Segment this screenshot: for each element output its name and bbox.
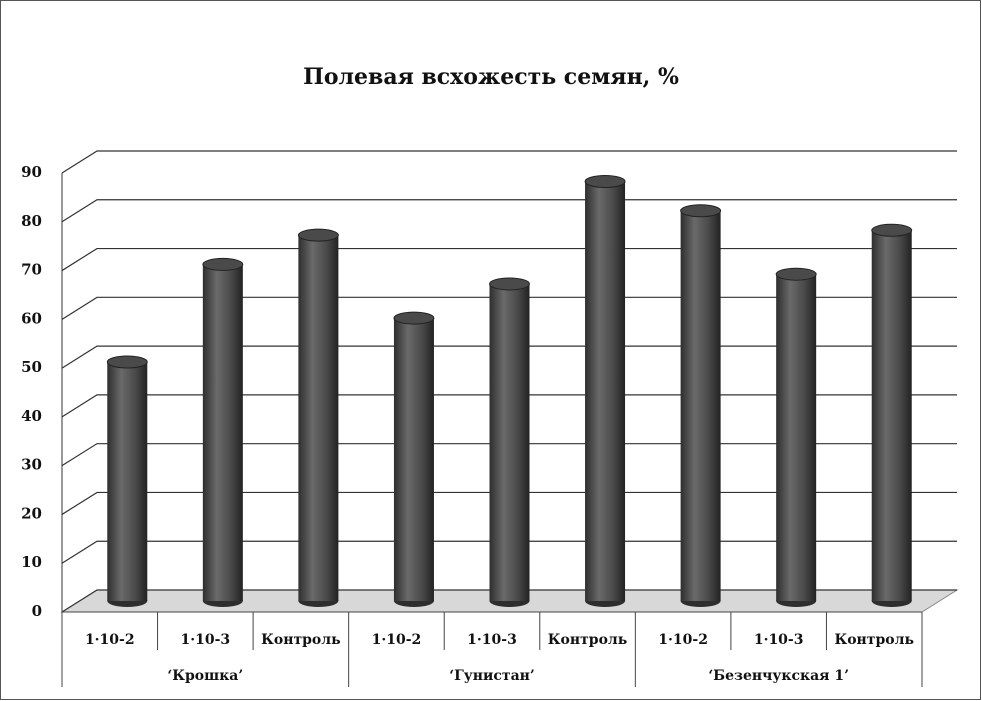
bar bbox=[489, 277, 530, 607]
group-label: ‘Гунистан’ bbox=[449, 668, 535, 684]
bar-top bbox=[584, 175, 626, 189]
bar-body bbox=[776, 274, 817, 601]
bar-body bbox=[393, 318, 434, 601]
bar-body bbox=[585, 181, 626, 601]
bar-top bbox=[680, 204, 722, 218]
x-tick-label: Контроль bbox=[834, 632, 914, 648]
grid-line bbox=[61, 540, 957, 564]
y-tick-label: 70 bbox=[21, 261, 42, 279]
x-tick-label: 1·10-2 bbox=[372, 632, 422, 648]
bar-body bbox=[298, 235, 339, 601]
x-tick-label: 1·10-3 bbox=[467, 632, 517, 648]
grid-line bbox=[61, 296, 957, 320]
grid-line bbox=[61, 589, 957, 613]
bar-body bbox=[680, 210, 721, 601]
x-tick-label: Контроль bbox=[548, 632, 628, 648]
bar-body bbox=[871, 230, 912, 602]
bar-top bbox=[871, 223, 913, 237]
bar-top bbox=[393, 311, 435, 325]
x-tick-label: 1·10-3 bbox=[181, 632, 231, 648]
bar-body bbox=[489, 283, 530, 601]
x-tick-label: 1·10-3 bbox=[754, 632, 804, 648]
grid-line bbox=[61, 199, 957, 223]
bar bbox=[871, 223, 913, 607]
y-tick-label: 90 bbox=[21, 163, 42, 181]
bar-top bbox=[297, 228, 339, 242]
y-tick-label: 40 bbox=[21, 407, 42, 425]
y-tick-label: 30 bbox=[21, 456, 42, 474]
bar bbox=[680, 204, 722, 607]
bar bbox=[584, 175, 626, 607]
grid-line bbox=[61, 150, 957, 174]
grid-line bbox=[61, 345, 957, 369]
chart-title: Полевая всхожесть семян, % bbox=[303, 64, 679, 90]
x-tick-label: Контроль bbox=[261, 632, 341, 648]
bar bbox=[202, 257, 244, 607]
y-tick-label: 60 bbox=[21, 309, 42, 327]
x-tick-label: 1·10-2 bbox=[658, 632, 708, 648]
bar bbox=[106, 355, 148, 607]
bar-top bbox=[775, 267, 817, 281]
y-tick-label: 20 bbox=[21, 504, 42, 522]
grid-line bbox=[61, 491, 957, 515]
bar-body bbox=[202, 264, 243, 601]
bar-top bbox=[202, 257, 244, 271]
y-tick-label: 50 bbox=[21, 358, 42, 376]
y-tick-label: 10 bbox=[21, 553, 42, 571]
grid-line bbox=[61, 247, 957, 272]
y-tick-label: 80 bbox=[21, 212, 42, 230]
bar-body bbox=[107, 361, 148, 601]
group-label: ‘Безенчукская 1’ bbox=[708, 668, 849, 684]
grid-line bbox=[61, 443, 957, 467]
grid-line bbox=[61, 394, 957, 418]
bar-top bbox=[489, 277, 530, 291]
y-tick-label: 0 bbox=[32, 602, 42, 620]
bar bbox=[393, 311, 435, 607]
x-tick-label: 1·10-2 bbox=[85, 632, 135, 648]
bar-top bbox=[106, 355, 148, 369]
group-label: ‘Крошка’ bbox=[167, 668, 243, 684]
bar bbox=[775, 267, 817, 607]
bar bbox=[297, 228, 339, 607]
